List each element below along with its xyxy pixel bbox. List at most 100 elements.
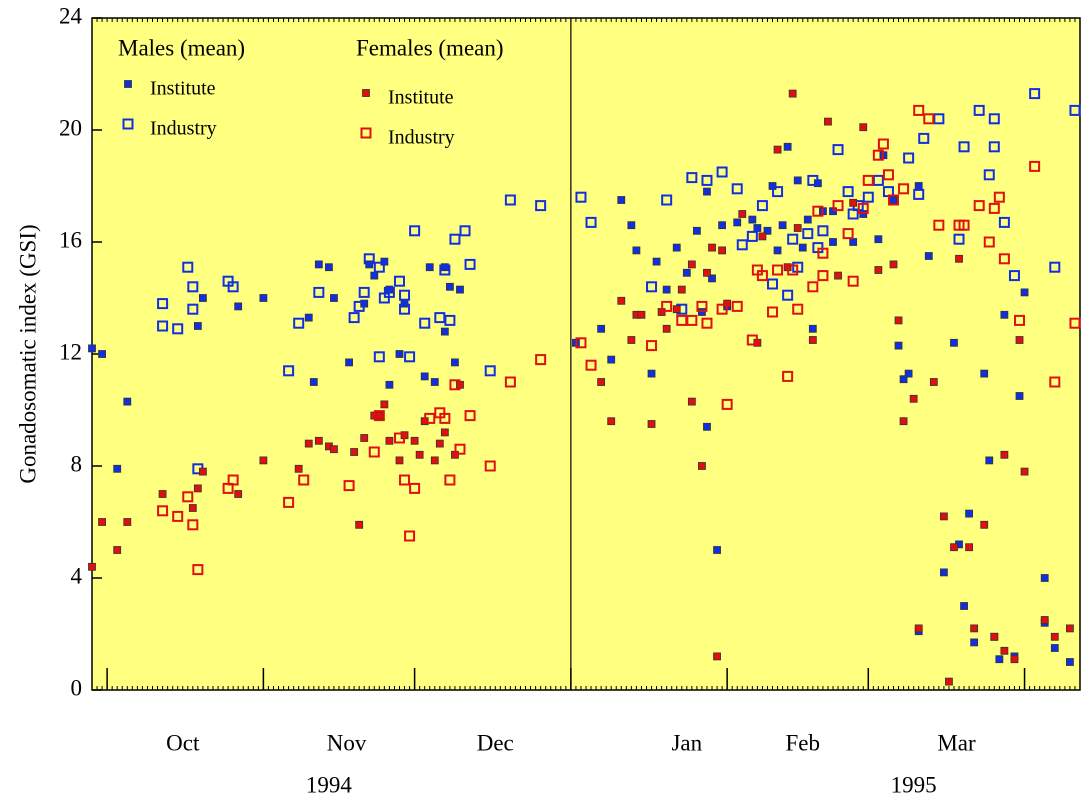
point xyxy=(824,117,832,126)
point xyxy=(682,268,691,277)
point xyxy=(234,302,243,311)
point xyxy=(882,169,894,181)
point xyxy=(399,474,411,486)
point xyxy=(393,275,405,287)
point xyxy=(894,341,903,350)
legend-marker xyxy=(122,118,134,130)
point xyxy=(970,624,979,633)
point xyxy=(585,359,597,371)
point xyxy=(903,152,915,164)
point xyxy=(234,490,243,498)
point xyxy=(772,186,784,198)
point xyxy=(793,176,802,185)
point xyxy=(647,420,656,428)
point xyxy=(988,113,1000,125)
point xyxy=(294,464,303,473)
point xyxy=(817,270,829,282)
point xyxy=(597,378,606,386)
point xyxy=(1029,160,1041,172)
point xyxy=(738,210,747,218)
point xyxy=(918,132,930,144)
point xyxy=(309,378,318,386)
point xyxy=(646,281,658,293)
point xyxy=(965,509,974,518)
point xyxy=(708,274,716,283)
point xyxy=(787,233,799,245)
legend-label: Institute xyxy=(388,87,454,109)
point xyxy=(192,564,204,576)
point xyxy=(849,238,858,246)
point xyxy=(504,194,516,206)
point xyxy=(758,232,767,241)
point xyxy=(607,417,616,426)
point xyxy=(1008,270,1020,282)
point xyxy=(400,299,409,308)
point xyxy=(698,462,706,470)
point xyxy=(993,191,1005,203)
point xyxy=(817,247,829,259)
point xyxy=(409,225,421,237)
point xyxy=(123,518,132,526)
point xyxy=(187,303,199,315)
x-tick-label: Feb xyxy=(786,730,821,755)
point xyxy=(464,410,476,422)
point xyxy=(343,480,355,492)
point xyxy=(123,397,132,406)
point xyxy=(787,264,799,276)
point xyxy=(990,632,999,641)
point xyxy=(1066,658,1074,666)
point xyxy=(718,221,727,230)
point xyxy=(188,504,197,512)
point xyxy=(283,365,295,377)
point xyxy=(420,372,429,381)
point xyxy=(995,655,1004,664)
point xyxy=(399,303,411,315)
point xyxy=(703,422,711,431)
point xyxy=(721,398,733,410)
point xyxy=(698,308,706,316)
point xyxy=(676,314,688,326)
point xyxy=(454,443,466,455)
y-tick-label: 0 xyxy=(71,675,83,700)
point xyxy=(913,188,925,200)
point xyxy=(1040,616,1049,624)
point xyxy=(889,196,898,204)
point xyxy=(687,260,696,269)
point xyxy=(193,484,202,493)
point xyxy=(385,380,394,389)
point xyxy=(415,450,424,459)
point xyxy=(193,322,202,330)
point xyxy=(773,145,782,154)
point xyxy=(439,264,451,276)
point xyxy=(172,323,184,335)
point xyxy=(304,439,313,448)
point xyxy=(763,226,772,235)
point xyxy=(157,320,169,332)
legend-marker xyxy=(362,89,370,97)
point xyxy=(808,336,817,344)
point xyxy=(803,215,812,224)
point xyxy=(898,183,910,195)
point xyxy=(1014,314,1026,326)
year-label: 1995 xyxy=(891,772,937,797)
legend-label: Industry xyxy=(388,127,455,149)
point xyxy=(430,456,439,465)
point xyxy=(716,166,728,178)
point xyxy=(353,300,365,312)
point xyxy=(444,474,456,486)
point xyxy=(988,202,1000,214)
x-tick-label: Jan xyxy=(671,730,702,755)
point xyxy=(756,270,768,282)
point xyxy=(646,340,658,352)
point xyxy=(872,149,884,161)
point xyxy=(677,285,686,294)
point xyxy=(767,306,779,318)
point xyxy=(834,271,842,280)
point xyxy=(945,677,953,686)
point xyxy=(842,186,854,198)
point xyxy=(444,314,456,326)
point xyxy=(933,219,945,231)
point xyxy=(434,312,446,324)
point xyxy=(304,313,313,322)
point xyxy=(746,334,758,346)
